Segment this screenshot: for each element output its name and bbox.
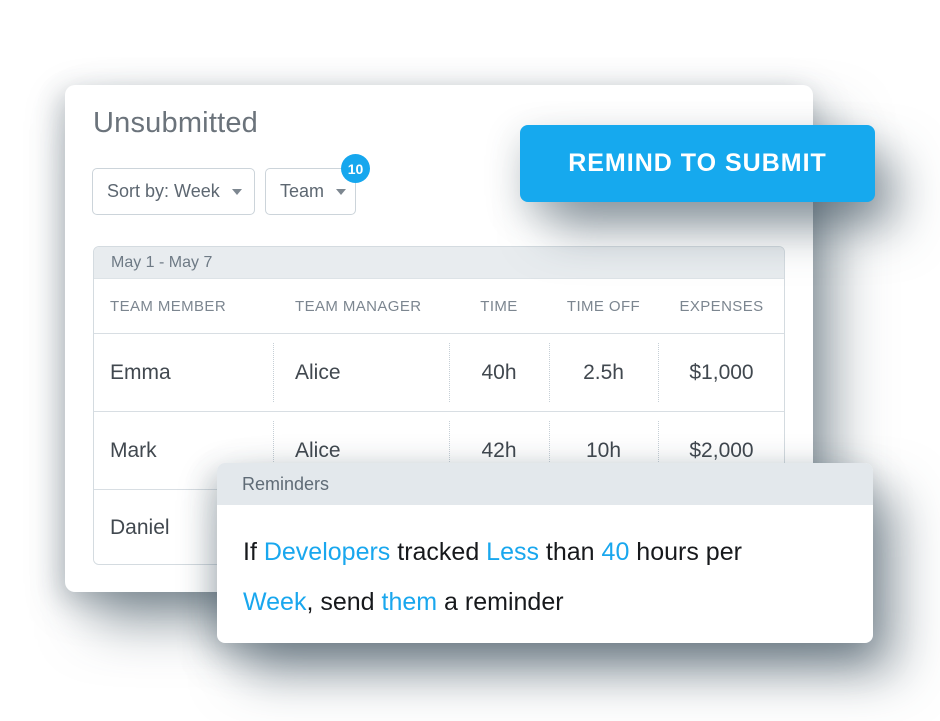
rule-text: If [243, 538, 264, 566]
table-row[interactable]: Emma Alice 40h 2.5h $1,000 [94, 333, 784, 411]
reminders-popover: Reminders If Developers tracked Less tha… [217, 463, 873, 643]
cell-time-off: 2.5h [549, 334, 658, 411]
rule-param-recipient[interactable]: them [381, 588, 438, 616]
cell-team-member: Emma [110, 360, 171, 384]
reminder-rule-text: If Developers tracked Less than 40 hours… [217, 505, 873, 627]
chevron-down-icon [231, 188, 242, 195]
rule-text: , send [306, 588, 382, 616]
team-count-badge: 10 [341, 154, 370, 183]
cell-team-manager: Alice [273, 334, 449, 411]
reminders-popover-title: Reminders [217, 463, 873, 505]
cell-time-off: 10h [549, 412, 658, 489]
cell-expenses: $1,000 [658, 334, 784, 411]
reminder-rule-line: Week, send them a reminder [243, 577, 847, 627]
column-header-expenses: EXPENSES [679, 297, 764, 315]
team-dropdown[interactable]: Team [265, 168, 356, 215]
cell-team-member: Mark [110, 438, 157, 462]
cell-team-member: Daniel [110, 516, 170, 539]
remind-to-submit-button[interactable]: REMIND TO SUBMIT [520, 125, 875, 202]
rule-text: hours per [629, 538, 742, 566]
rule-text: than [538, 538, 602, 566]
column-header-team-member: TEAM MEMBER [110, 297, 227, 315]
rule-text: a reminder [437, 588, 564, 616]
column-header-team-manager: TEAM MANAGER [295, 297, 422, 315]
rule-param-group[interactable]: Developers [263, 538, 391, 566]
rule-param-hours[interactable]: 40 [601, 538, 630, 566]
rule-param-period[interactable]: Week [243, 588, 307, 616]
cell-expenses: $2,000 [658, 412, 784, 489]
column-header-time: TIME [480, 297, 518, 315]
cell-time: 42h [449, 412, 549, 489]
column-header-time-off: TIME OFF [566, 297, 641, 315]
sort-by-dropdown-label: Sort by: Week [107, 181, 220, 201]
reminder-rule-line: If Developers tracked Less than 40 hours… [243, 527, 847, 577]
sort-by-dropdown[interactable]: Sort by: Week [92, 168, 255, 215]
week-range-header: May 1 - May 7 [94, 247, 784, 279]
rule-text: tracked [390, 538, 487, 566]
team-dropdown-label: Team [280, 181, 325, 201]
cell-time: 40h [449, 334, 549, 411]
chevron-down-icon [336, 188, 347, 195]
cell-team-manager: Alice [273, 412, 449, 489]
page-title: Unsubmitted [93, 107, 258, 139]
rule-param-comparison[interactable]: Less [486, 538, 539, 566]
table-header-row: TEAM MEMBER TEAM MANAGER TIME TIME OFF E… [94, 279, 784, 333]
